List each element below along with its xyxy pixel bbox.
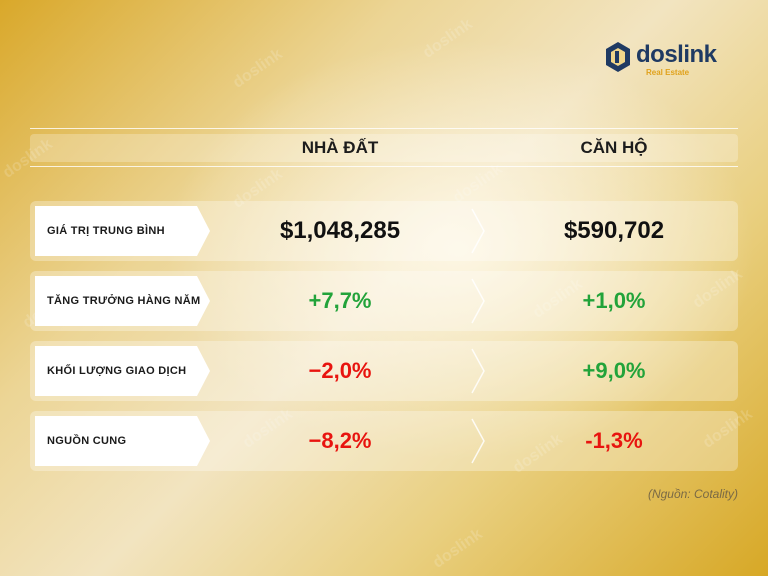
apartment-value: +9,0%	[582, 358, 646, 383]
watermark-logo: doslink	[229, 45, 286, 92]
column-header-apartment: CĂN HỘ	[580, 138, 648, 157]
source-note: (Nguồn: Cotality)	[647, 487, 738, 501]
chevron-right-icon	[471, 208, 485, 254]
table-row: TĂNG TRƯỞNG HÀNG NĂM +7,7% +1,0%	[30, 271, 738, 331]
apartment-value: +1,0%	[582, 288, 646, 313]
header-band	[30, 134, 738, 162]
column-header-land: NHÀ ĐẤT	[301, 138, 379, 157]
table-row: KHỐI LƯỢNG GIAO DỊCH −2,0% +9,0%	[30, 341, 738, 401]
row-label: KHỐI LƯỢNG GIAO DỊCH	[35, 346, 210, 396]
brand-name: doslink	[636, 41, 717, 68]
apartment-value: $590,702	[563, 217, 665, 244]
chevron-right-icon	[471, 418, 485, 464]
row-label: NGUỒN CUNG	[35, 416, 210, 466]
row-label: TĂNG TRƯỞNG HÀNG NĂM	[35, 276, 210, 326]
table-row: NGUỒN CUNG −8,2% -1,3%	[30, 411, 738, 471]
header-top-rule	[30, 128, 738, 129]
chevron-right-icon	[471, 278, 485, 324]
apartment-value: -1,3%	[585, 428, 643, 453]
watermark-logo: doslink	[419, 15, 476, 62]
land-value: +7,7%	[308, 288, 372, 313]
land-value: $1,048,285	[279, 217, 401, 244]
watermark-logo: doslink	[429, 525, 486, 572]
land-value: −8,2%	[308, 428, 372, 453]
chevron-right-icon	[471, 348, 485, 394]
land-value: −2,0%	[308, 358, 372, 383]
header-bottom-rule	[30, 166, 738, 167]
brand-tagline: Real Estate	[646, 68, 690, 77]
doslink-logo-icon	[606, 42, 630, 72]
row-label: GIÁ TRỊ TRUNG BÌNH	[35, 206, 210, 256]
table-row: GIÁ TRỊ TRUNG BÌNH $1,048,285 $590,702	[30, 201, 738, 261]
